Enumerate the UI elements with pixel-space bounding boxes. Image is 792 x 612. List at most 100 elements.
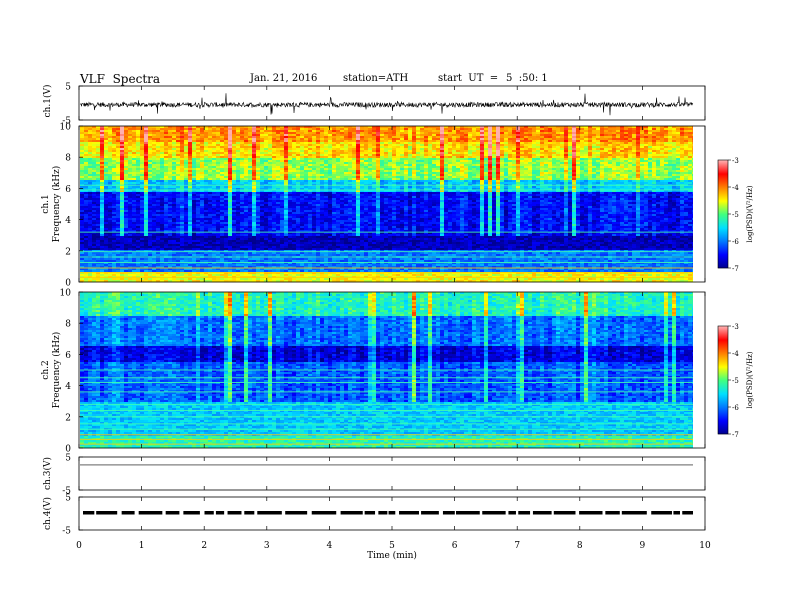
spectrogram-cell (208, 194, 212, 196)
spectrogram-cell (128, 228, 132, 230)
spectrogram-cell (116, 206, 120, 208)
spectrogram-cell (304, 152, 308, 154)
spectrogram-cell (96, 186, 100, 188)
spectrogram-cell (284, 192, 288, 194)
spectrogram-cell (276, 154, 280, 156)
spectrogram-cell (184, 224, 188, 226)
spectrogram-cell (216, 200, 220, 202)
spectrogram-cell (264, 246, 268, 248)
spectrogram-cell (276, 138, 280, 140)
spectrogram-cell (168, 144, 172, 146)
spectrogram-cell (156, 194, 160, 196)
spectrogram-cell (264, 210, 268, 212)
spectrogram-cell (120, 128, 124, 130)
spectrogram-cell (200, 144, 204, 146)
spectrogram-cell (268, 142, 272, 144)
spectrogram-cell (168, 178, 172, 180)
spectrogram-cell (164, 278, 168, 280)
spectrogram-cell (120, 218, 124, 220)
spectrogram-cell (312, 180, 316, 182)
spectrogram-cell (156, 128, 160, 130)
spectrogram-cell (276, 152, 280, 154)
spectrogram-cell (132, 198, 136, 200)
spectrogram-cell (104, 216, 108, 218)
spectrogram-cell (164, 138, 168, 140)
spectrogram-cell (156, 198, 160, 200)
spectrogram-cell (228, 134, 232, 136)
spectrogram-cell (332, 164, 336, 166)
spectrogram-cell (236, 148, 240, 150)
spectrogram-cell (128, 136, 132, 138)
spectrogram-cell (304, 192, 308, 194)
spectrogram-cell (332, 192, 336, 194)
spectrogram-cell (320, 166, 324, 168)
spectrogram-cell (172, 222, 176, 224)
spectrogram-cell (96, 238, 100, 240)
spectrogram-cell (312, 226, 316, 228)
spectrogram-cell (192, 236, 196, 238)
spectrogram-cell (232, 278, 236, 280)
spectrogram-cell (104, 178, 108, 180)
spectrogram-cell (112, 224, 116, 226)
spectrogram-cell (204, 146, 208, 148)
spectrogram-cell (84, 212, 88, 214)
spectrogram-cell (124, 278, 128, 280)
spectrogram-cell (216, 132, 220, 134)
spectrogram-cell (200, 238, 204, 240)
spectrogram-cell (272, 248, 276, 250)
spectrogram-cell (260, 236, 264, 238)
spectrogram-cell (88, 148, 92, 150)
spectrogram-cell (108, 252, 112, 254)
spectrogram-cell (84, 150, 88, 152)
spectrogram-cell (300, 198, 304, 200)
spectrogram-cell (164, 142, 168, 144)
spectrogram-cell (208, 248, 212, 250)
spectrogram-cell (84, 130, 88, 132)
spectrogram-cell (216, 208, 220, 210)
spectrogram-cell (228, 216, 232, 218)
spectrogram-cell (212, 242, 216, 244)
spectrogram-cell (148, 242, 152, 244)
spectrogram-cell (252, 222, 256, 224)
spectrogram-cell (328, 182, 332, 184)
spectrogram-cell (84, 202, 88, 204)
spectrogram-cell (148, 198, 152, 200)
spectrogram-cell (168, 238, 172, 240)
spectrogram-cell (136, 218, 140, 220)
spectrogram-cell (204, 216, 208, 218)
spectrogram-cell (324, 242, 328, 244)
spectrogram-cell (304, 264, 308, 266)
spectrogram-cell (132, 212, 136, 214)
spectrogram-cell (292, 274, 296, 276)
spectrogram-cell (320, 160, 324, 162)
spectrogram-cell (228, 146, 232, 148)
spectrogram-cell (100, 202, 104, 204)
spectrogram-cell (272, 166, 276, 168)
spectrogram-cell (148, 170, 152, 172)
spectrogram-cell (332, 168, 336, 170)
spectrogram-cell (156, 164, 160, 166)
spectrogram-cell (292, 128, 296, 130)
spectrogram-cell (208, 228, 212, 230)
spectrogram-cell (240, 174, 244, 176)
spectrogram-cell (108, 194, 112, 196)
spectrogram-cell (248, 234, 252, 236)
spectrogram-cell (152, 154, 156, 156)
spectrogram-cell (328, 200, 332, 202)
spectrogram-cell (88, 162, 92, 164)
spectrogram-cell (164, 178, 168, 180)
spectrogram-cell (332, 170, 336, 172)
spectrogram-cell (320, 236, 324, 238)
spectrogram-cell (212, 204, 216, 206)
spectrogram-cell (148, 210, 152, 212)
spectrogram-cell (228, 224, 232, 226)
spectrogram-cell (232, 200, 236, 202)
spectrogram-cell (144, 138, 148, 140)
spectrogram-cell (260, 242, 264, 244)
spectrogram-cell (312, 274, 316, 276)
spectrogram-cell (164, 162, 168, 164)
spectrogram-cell (128, 200, 132, 202)
spectrogram-cell (144, 224, 148, 226)
spectrogram-cell (228, 198, 232, 200)
spectrogram-cell (308, 218, 312, 220)
